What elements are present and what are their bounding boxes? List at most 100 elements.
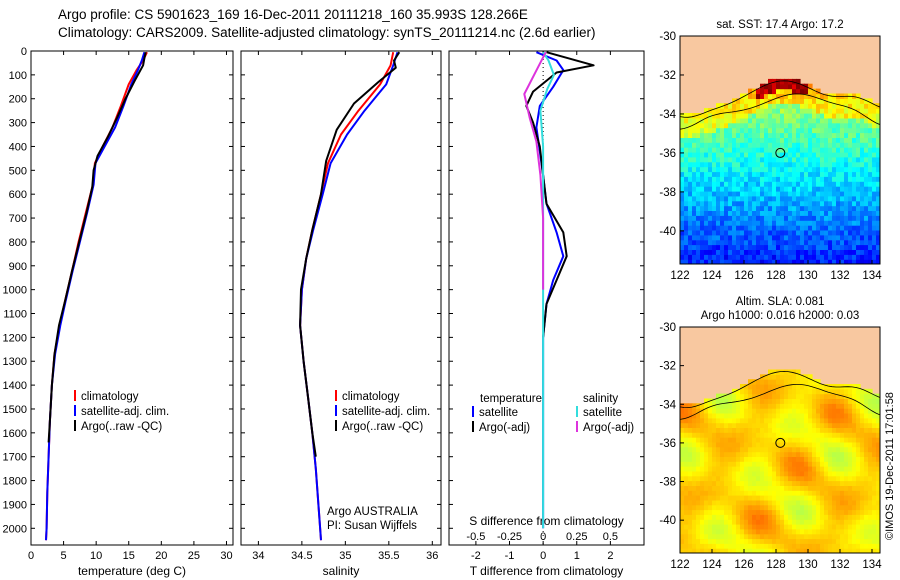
- map-cell: [728, 195, 733, 202]
- map-cell: [864, 509, 869, 515]
- map-cell: [840, 543, 845, 549]
- map-cell: [808, 427, 813, 433]
- map-cell: [768, 456, 773, 462]
- map-cell: [840, 398, 845, 404]
- map-cell: [824, 528, 829, 535]
- map-cell: [800, 200, 805, 207]
- map-cell: [692, 205, 697, 211]
- map-cell: [692, 461, 697, 467]
- map-cell: [860, 220, 865, 226]
- map-cell: [708, 244, 713, 250]
- map-cell: [716, 538, 721, 544]
- temperature-series-argo-raw-qc: [47, 51, 147, 443]
- map-cell: [796, 254, 801, 260]
- map-cell: [864, 254, 869, 260]
- map-cell: [864, 504, 869, 511]
- map-cell: [800, 388, 805, 395]
- map-cell: [840, 432, 845, 438]
- map-cell: [768, 374, 773, 380]
- map-cell: [804, 456, 809, 462]
- map-cell: [696, 205, 701, 211]
- map-cell: [748, 490, 753, 496]
- map-cell: [812, 171, 817, 177]
- map-cell: [764, 519, 769, 525]
- map-cell: [712, 254, 717, 260]
- map-cell: [756, 379, 761, 385]
- map-cell: [720, 514, 725, 520]
- latitude-tick-label: -36: [659, 438, 676, 450]
- map-cell: [864, 215, 869, 221]
- map-cell: [840, 470, 845, 477]
- map-cell: [708, 441, 713, 448]
- map-cell: [736, 422, 741, 428]
- map-cell: [780, 451, 785, 457]
- map-cell: [704, 215, 709, 221]
- map-cell: [852, 413, 857, 419]
- map-cell: [832, 509, 837, 515]
- map-cell: [796, 509, 801, 515]
- map-cell: [744, 147, 749, 153]
- map-cell: [728, 181, 733, 187]
- map-cell: [708, 220, 713, 226]
- map-cell: [848, 422, 853, 428]
- map-cell: [872, 528, 877, 535]
- map-cell: [776, 485, 781, 491]
- map-cell: [732, 408, 737, 414]
- map-cell: [816, 98, 821, 104]
- map-cell: [844, 470, 849, 477]
- map-cell: [824, 393, 829, 399]
- map-cell: [820, 127, 825, 134]
- map-cell: [748, 132, 753, 138]
- map-cell: [716, 432, 721, 438]
- map-cell: [728, 259, 733, 264]
- map-cell: [704, 220, 709, 226]
- map-cell: [760, 205, 765, 211]
- map-cell: [856, 499, 861, 506]
- map-cell: [756, 249, 761, 255]
- map-cell: [868, 422, 873, 428]
- map-cell: [732, 147, 737, 153]
- map-cell: [732, 186, 737, 192]
- map-cell: [704, 519, 709, 525]
- map-cell: [760, 495, 765, 501]
- map-cell: [744, 427, 749, 433]
- salinity-diff-tick-label: 0.25: [566, 531, 587, 543]
- map-cell: [768, 215, 773, 221]
- map-cell: [696, 161, 701, 168]
- figure-title-line1: Argo profile: CS 5901623_169 16-Dec-2011…: [58, 7, 528, 22]
- map-cell: [752, 225, 757, 231]
- map-cell: [828, 456, 833, 462]
- map-cell: [744, 132, 749, 138]
- map-cell: [832, 127, 837, 134]
- map-cell: [756, 147, 761, 153]
- map-cell: [816, 176, 821, 182]
- map-cell: [824, 176, 829, 182]
- map-cell: [848, 166, 853, 173]
- map-cell: [712, 499, 717, 506]
- map-cell: [804, 195, 809, 202]
- map-cell: [764, 490, 769, 496]
- map-cell: [876, 156, 880, 163]
- map-cell: [708, 249, 713, 255]
- map-cell: [860, 538, 865, 544]
- map-cell: [728, 456, 733, 462]
- map-cell: [816, 88, 821, 95]
- map-cell: [700, 437, 705, 443]
- map-cell: [808, 432, 813, 438]
- map-cell: [808, 88, 813, 95]
- map-cell: [740, 451, 745, 457]
- map-cell: [760, 137, 765, 143]
- map-cell: [728, 229, 733, 236]
- map-cell: [704, 234, 709, 241]
- map-cell: [716, 519, 721, 525]
- map-cell: [800, 142, 805, 148]
- map-cell: [684, 259, 689, 264]
- map-cell: [812, 499, 817, 506]
- map-cell: [820, 417, 825, 424]
- map-cell: [860, 475, 865, 482]
- temperature-xtick-label: 15: [123, 550, 135, 562]
- map-cell: [740, 108, 745, 114]
- map-cell: [716, 528, 721, 535]
- map-cell: [776, 422, 781, 428]
- map-cell: [752, 437, 757, 443]
